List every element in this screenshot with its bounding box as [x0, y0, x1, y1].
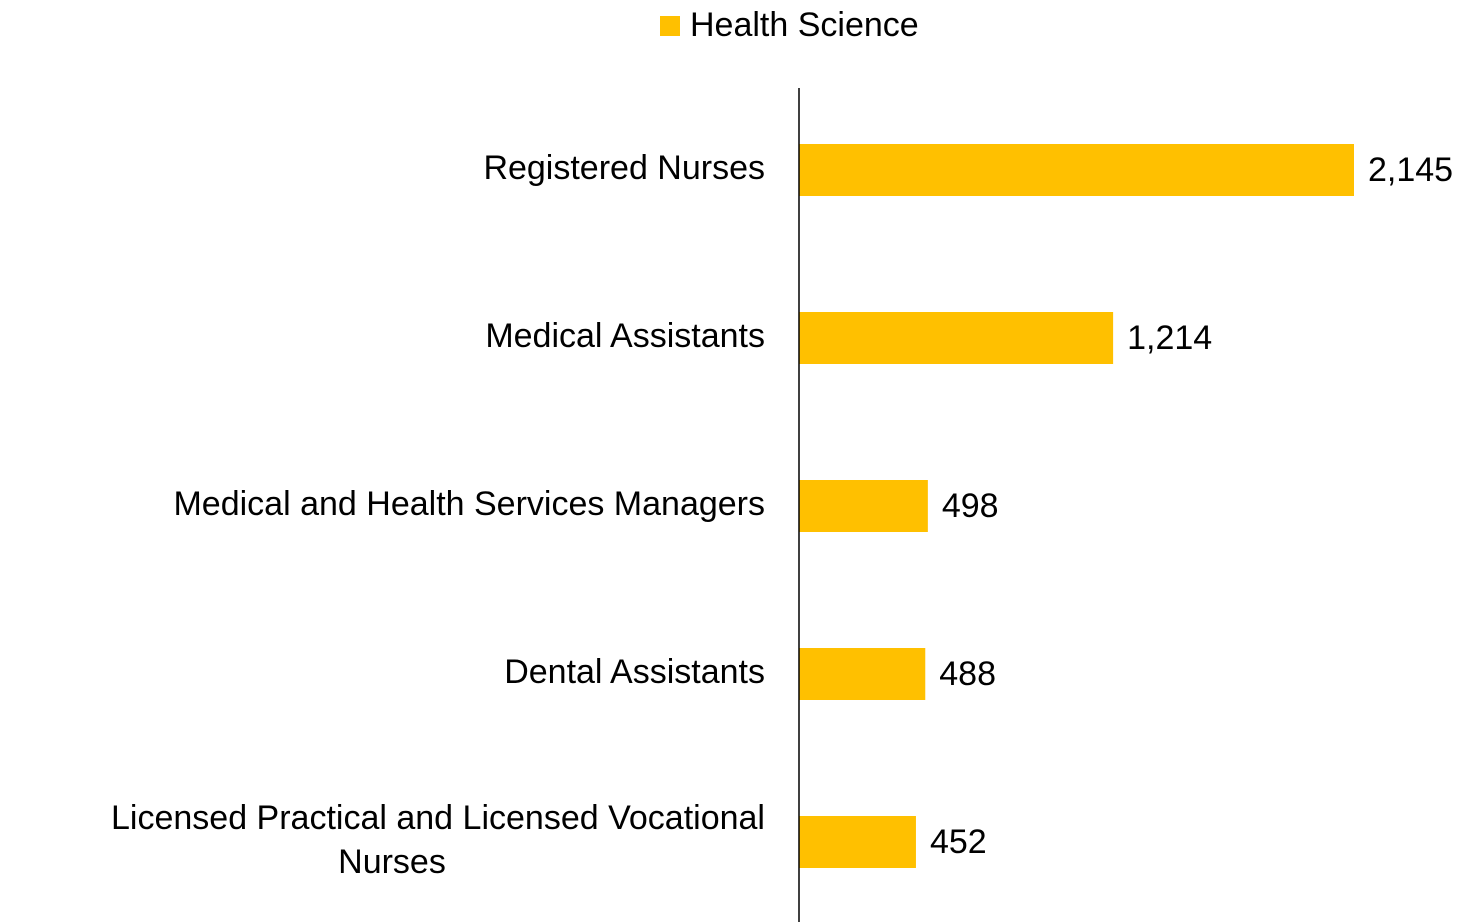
legend-label: Health Science [690, 6, 919, 44]
bar [799, 648, 926, 700]
bar [799, 816, 916, 868]
value-label: 488 [939, 655, 996, 693]
bar [799, 480, 928, 532]
legend-swatch [660, 16, 680, 36]
category-label: Dental Assistants [504, 653, 765, 691]
value-label: 452 [930, 823, 987, 861]
bar [799, 312, 1114, 364]
category-label: Licensed Practical and Licensed Vocation… [111, 799, 765, 881]
bar [799, 144, 1354, 196]
value-label: 1,214 [1127, 319, 1212, 357]
value-label: 498 [942, 487, 999, 525]
category-label: Registered Nurses [483, 149, 765, 187]
category-label: Medical and Health Services Managers [173, 485, 765, 523]
category-label: Medical Assistants [485, 317, 765, 355]
value-label: 2,145 [1368, 151, 1453, 189]
